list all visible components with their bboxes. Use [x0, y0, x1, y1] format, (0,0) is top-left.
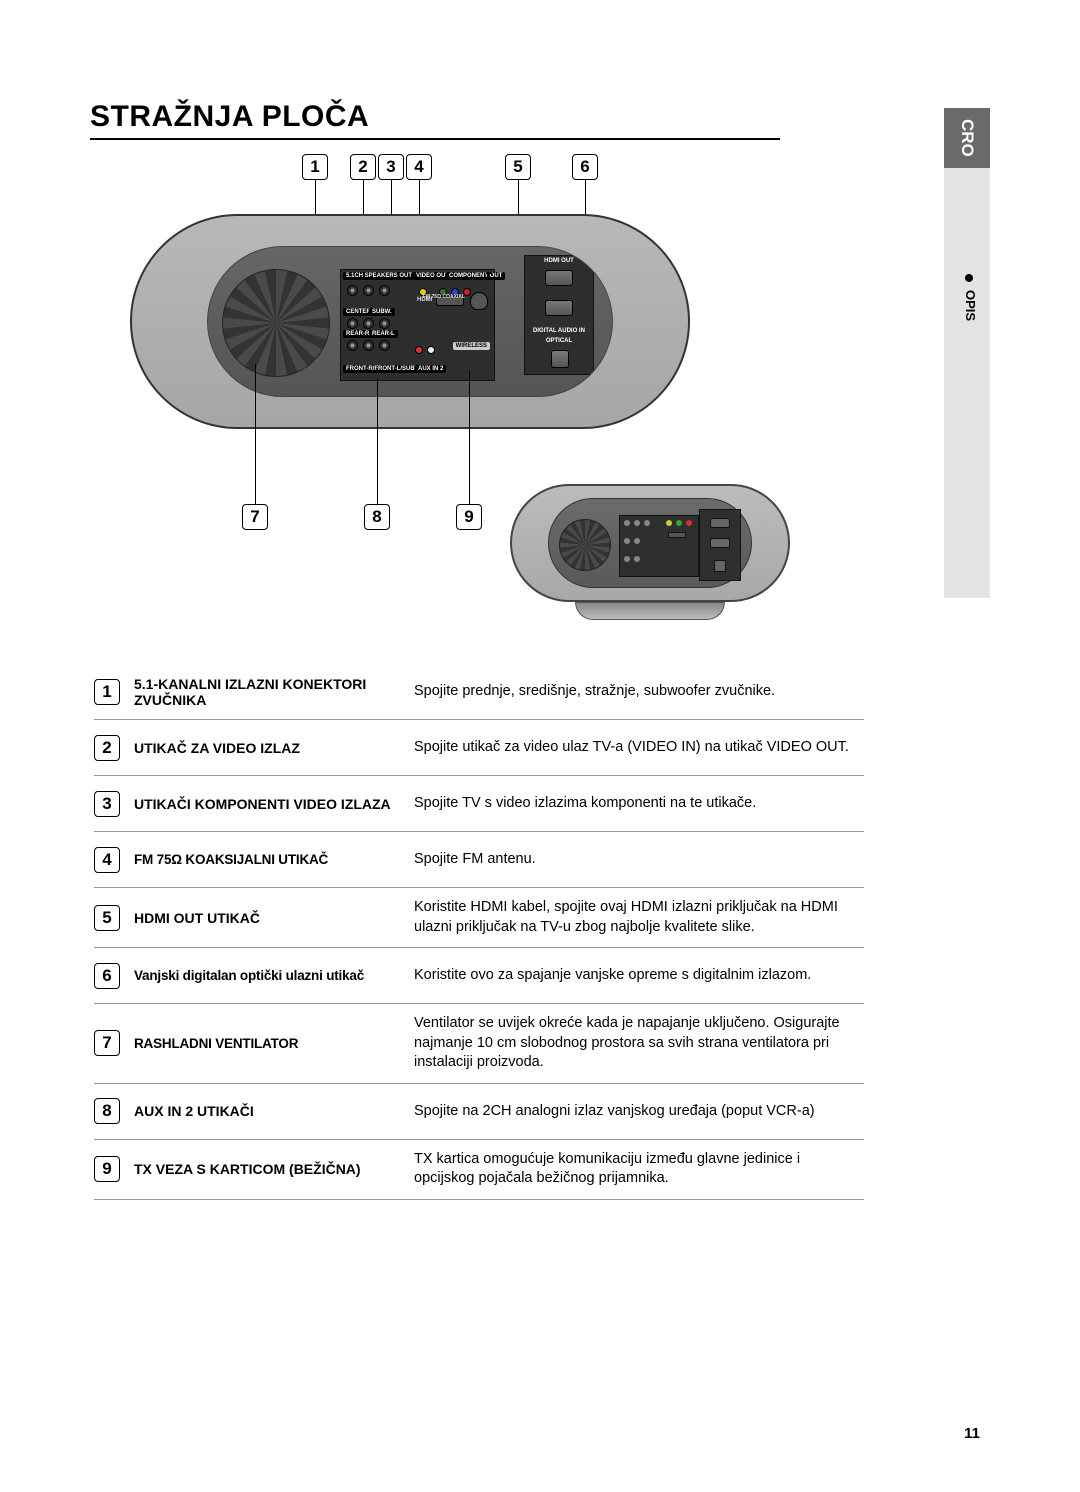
- table-row: 1 5.1-KANALNI IZLAZNI KONEKTORI ZVUČNIKAS…: [94, 664, 864, 720]
- row-number-badge: 6: [94, 963, 120, 989]
- table-row: 5 HDMI OUT UTIKAČKoristite HDMI kabel, sp…: [94, 888, 864, 948]
- callout-1: 1: [302, 154, 328, 180]
- row-label: AUX IN 2 UTIKAČI: [134, 1103, 414, 1119]
- section-title: STRAŽNJA PLOČA: [90, 100, 780, 140]
- callout-9: 9: [456, 504, 482, 530]
- side-tab-chapter-bg: [944, 168, 990, 598]
- leader-line: [377, 378, 378, 504]
- side-bullet-icon: [965, 274, 973, 282]
- device-inset: [510, 484, 790, 634]
- label-hdmi-out: HDMI OUT: [525, 258, 593, 264]
- row-label: Vanjski digitalan optički ulazni utikač: [134, 968, 414, 983]
- table-row: 2 UTIKAČ ZA VIDEO IZLAZSpojite utikač za …: [94, 720, 864, 776]
- callout-3: 3: [378, 154, 404, 180]
- row-number-cell: 8: [94, 1098, 134, 1124]
- row-label: UTIKAČ ZA VIDEO IZLAZ: [134, 740, 414, 756]
- row-number-cell: 3: [94, 791, 134, 817]
- rear-panel-diagram: 1 2 3 4 5 6 5.1CH SPEAKERS OUT VIDEO OUT…: [130, 154, 820, 624]
- row-number-cell: 2: [94, 735, 134, 761]
- row-description: Spojite na 2CH analogni izlaz vanjskog u…: [414, 1102, 864, 1122]
- leader-line: [255, 364, 256, 504]
- label-rearL: REAR-L: [369, 330, 398, 338]
- table-row: 9 TX VEZA S KARTICOM (BEŽIČNA)TX kartica …: [94, 1140, 864, 1200]
- row-description: Spojite utikač za video ulaz TV-a (VIDEO…: [414, 738, 864, 758]
- row-number-cell: 5: [94, 905, 134, 931]
- port-block: 5.1CH SPEAKERS OUT VIDEO OUT COMPONENT O…: [340, 269, 495, 381]
- row-label: RASHLADNI VENTILATOR: [134, 1036, 414, 1051]
- callout-5: 5: [505, 154, 531, 180]
- row-description: Spojite prednje, središnje, stražnje, su…: [414, 682, 864, 702]
- callout-7: 7: [242, 504, 268, 530]
- cooling-fan-icon: [222, 269, 330, 377]
- legend-table: 15.1-KANALNI IZLAZNI KONEKTORI ZVUČNIKAS…: [94, 664, 864, 1200]
- label-rearR: REAR-R: [343, 330, 372, 338]
- row-number-badge: 1: [94, 679, 120, 705]
- row-label: UTIKAČI KOMPONENTI VIDEO IZLAZA: [134, 796, 414, 812]
- device-stand: [575, 602, 725, 620]
- inset-ports: [619, 515, 699, 577]
- label-front: FRONT-R/FRONT-L/SUBW.: [343, 365, 425, 373]
- label-wireless: WIRELESS: [453, 342, 490, 350]
- row-number-cell: 4: [94, 847, 134, 873]
- label-component: COMPONENT OUT: [446, 272, 505, 280]
- row-number-badge: 7: [94, 1030, 120, 1056]
- row-label: FM 75Ω KOAKSIJALNI UTIKAČ: [134, 852, 414, 867]
- callout-6: 6: [572, 154, 598, 180]
- row-label: TX VEZA S KARTICOM (BEŽIČNA): [134, 1161, 414, 1177]
- row-number-badge: 2: [94, 735, 120, 761]
- row-description: TX kartica omogućuje komunikaciju između…: [414, 1150, 864, 1189]
- side-chapter-label: OPIS: [963, 290, 978, 321]
- label-subw: SUBW.: [369, 308, 395, 316]
- row-number-badge: 3: [94, 791, 120, 817]
- label-antenna: [486, 272, 492, 274]
- optical-block: HDMI OUT DIGITAL AUDIO IN OPTICAL: [524, 255, 594, 375]
- row-number-cell: 1: [94, 679, 134, 705]
- label-speakers: 5.1CH SPEAKERS OUT: [343, 272, 415, 280]
- row-number-cell: 6: [94, 963, 134, 989]
- row-description: Koristite ovo za spajanje vanjske opreme…: [414, 966, 864, 986]
- callout-2: 2: [350, 154, 376, 180]
- row-label: 5.1-KANALNI IZLAZNI KONEKTORI ZVUČNIKA: [134, 676, 414, 708]
- row-number-cell: 9: [94, 1156, 134, 1182]
- table-row: 8 AUX IN 2 UTIKAČISpojite na 2CH analogni…: [94, 1084, 864, 1140]
- row-number-badge: 4: [94, 847, 120, 873]
- label-fm: FM 75Ω COAXIAL: [420, 294, 468, 301]
- inset-fan-icon: [559, 519, 611, 571]
- device-body: 5.1CH SPEAKERS OUT VIDEO OUT COMPONENT O…: [130, 214, 690, 429]
- callout-8: 8: [364, 504, 390, 530]
- row-number-badge: 9: [94, 1156, 120, 1182]
- row-label: HDMI OUT UTIKAČ: [134, 910, 414, 926]
- row-description: Ventilator se uvijek okreće kada je napa…: [414, 1014, 864, 1073]
- label-dig-in: DIGITAL AUDIO IN: [525, 328, 593, 334]
- row-description: Spojite FM antenu.: [414, 850, 864, 870]
- row-description: Spojite TV s video izlazima komponenti n…: [414, 794, 864, 814]
- leader-line: [469, 370, 470, 504]
- page-number: 11: [964, 1425, 980, 1442]
- inset-opt: [699, 509, 741, 581]
- row-description: Koristite HDMI kabel, spojite ovaj HDMI …: [414, 898, 864, 937]
- table-row: 4 FM 75Ω KOAKSIJALNI UTIKAČSpojite FM ant…: [94, 832, 864, 888]
- label-auxin: AUX IN 2: [415, 365, 446, 373]
- table-row: 3 UTIKAČI KOMPONENTI VIDEO IZLAZASpojite …: [94, 776, 864, 832]
- row-number-badge: 5: [94, 905, 120, 931]
- label-optical: OPTICAL: [525, 338, 593, 344]
- row-number-cell: 7: [94, 1030, 134, 1056]
- callout-4: 4: [406, 154, 432, 180]
- row-number-badge: 8: [94, 1098, 120, 1124]
- table-row: 6 Vanjski digitalan optički ulazni utikač…: [94, 948, 864, 1004]
- side-tab-language: CRO: [944, 108, 990, 168]
- table-row: 7 RASHLADNI VENTILATORVentilator se uvije…: [94, 1004, 864, 1084]
